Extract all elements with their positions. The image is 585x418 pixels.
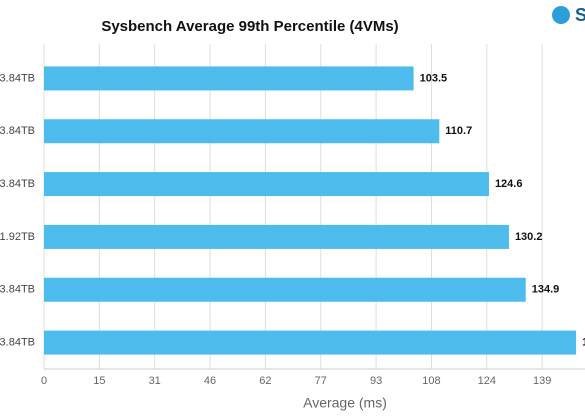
value-label: 149 [582,336,585,348]
bar [44,119,440,144]
value-label: 110.7 [445,125,472,137]
value-label: 103.5 [420,72,448,84]
bar [44,277,526,302]
y-tick-label: 3.84TB [0,125,35,137]
y-tick-label: 3.84TB [0,284,35,296]
x-axis-title: Average (ms) [303,395,387,411]
bar [44,66,414,91]
x-tick-label: 108 [422,375,440,387]
x-tick-label: 0 [41,375,47,387]
logo: S [575,5,585,25]
value-label: 134.9 [532,284,560,296]
x-tick-label: 46 [204,375,216,387]
value-label: 130.2 [515,231,543,243]
bar [44,224,509,249]
value-label: 124.6 [495,178,523,190]
logo-icon [552,6,570,24]
x-tick-label: 139 [533,375,551,387]
x-tick-label: 15 [93,375,105,387]
y-tick-label: 3.84TB [0,336,35,348]
chart-title: Sysbench Average 99th Percentile (4VMs) [101,18,398,35]
x-tick-label: 31 [149,375,161,387]
x-tick-label: 62 [259,375,271,387]
bar [44,330,577,355]
bar [44,172,489,197]
x-tick-label: 93 [370,375,382,387]
x-tick-label: 77 [315,375,327,387]
y-tick-label: 1.92TB [0,231,35,243]
x-tick-label: 124 [478,375,496,387]
y-tick-label: 3.84TB [0,72,35,84]
y-tick-label: 3.84TB [0,178,35,190]
